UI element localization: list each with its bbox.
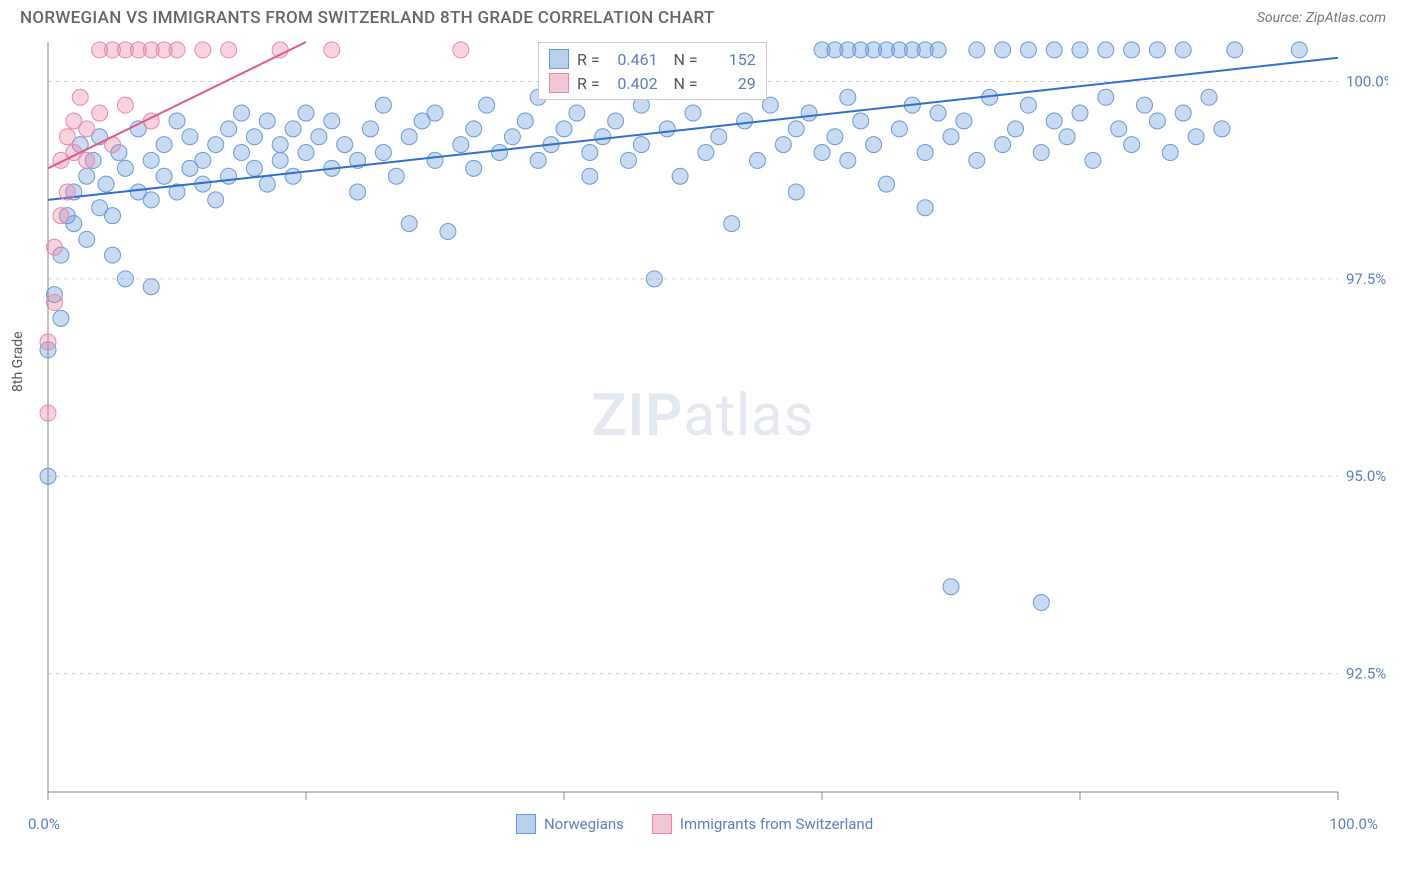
svg-text:92.5%: 92.5% [1346,665,1386,683]
svg-text:100.0%: 100.0% [1346,72,1388,90]
chart-container: 8th Grade 92.5%95.0%97.5%100.0% ZIPatlas… [18,32,1388,832]
n-value-0: 152 [706,50,756,69]
r-value-0: 0.461 [608,50,658,69]
legend-label-1: Immigrants from Switzerland [680,815,873,833]
correlation-row-1: R = 0.402 N = 29 [549,71,756,95]
n-value-1: 29 [706,74,756,93]
legend-item-1: Immigrants from Switzerland [652,814,873,834]
svg-text:95.0%: 95.0% [1346,467,1386,485]
n-label: N = [666,50,698,69]
x-axis-max-label: 100.0% [1329,815,1378,833]
legend-item-0: Norwegians [516,814,624,834]
scatter-chart: 92.5% 95.0% 97.5% 100.0% [18,32,1388,832]
r-label: R = [577,50,600,69]
legend-swatch-1 [652,814,672,834]
correlation-row-0: R = 0.461 N = 152 [549,47,756,71]
n-label: N = [666,74,698,93]
x-axis-min-label: 0.0% [28,815,60,833]
chart-source: Source: ZipAtlas.com [1257,10,1386,26]
correlation-box: R = 0.461 N = 152 R = 0.402 N = 29 [538,42,767,100]
legend-swatch-0 [516,814,536,834]
svg-text:97.5%: 97.5% [1346,270,1386,288]
bottom-legend: 0.0% Norwegians Immigrants from Switzerl… [18,814,1388,834]
chart-title: NORWEGIAN VS IMMIGRANTS FROM SWITZERLAND… [20,8,715,28]
legend-label-0: Norwegians [544,815,624,833]
correlation-swatch-1 [549,73,569,93]
correlation-swatch-0 [549,49,569,69]
r-label: R = [577,74,600,93]
y-axis-label: 8th Grade [10,331,26,392]
r-value-1: 0.402 [608,74,658,93]
